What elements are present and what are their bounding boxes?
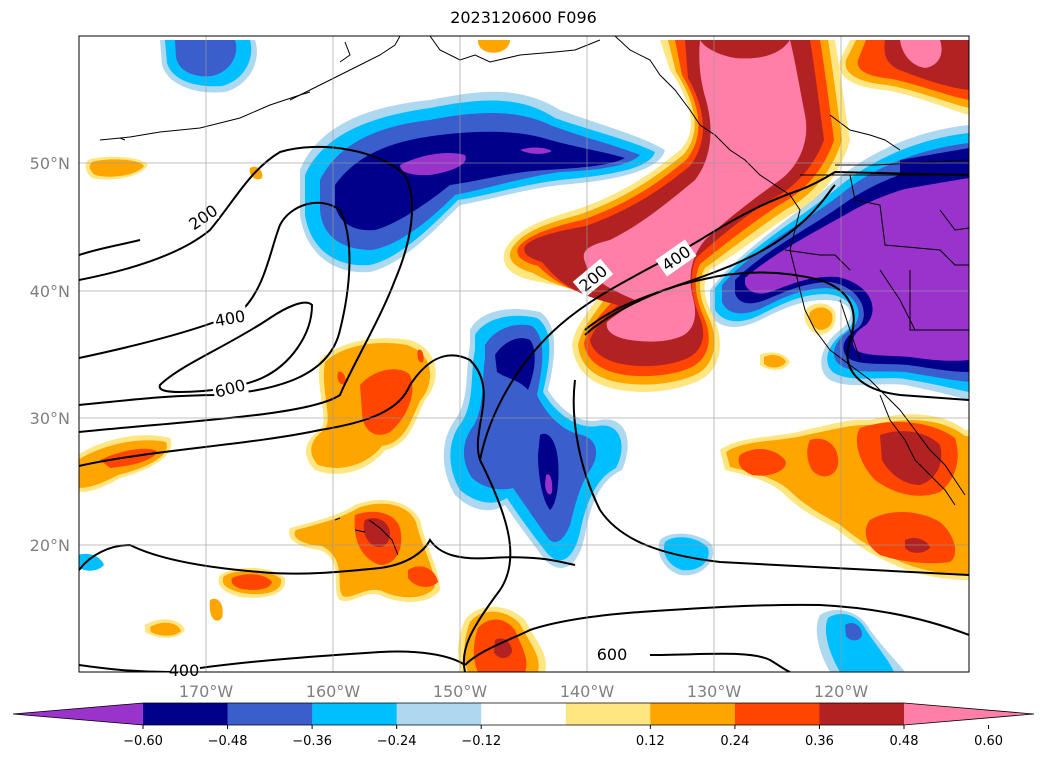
positive-anomaly-hawaii xyxy=(79,40,510,638)
colorbar-segment xyxy=(734,703,820,725)
colorbar-tick-label: 0.48 xyxy=(890,734,919,749)
contour-label: 400 xyxy=(169,661,200,680)
longitude-labels: 170°W 160°W 150°W 140°W 130°W 120°W xyxy=(179,682,869,701)
colorbar-tick-label: 0.36 xyxy=(805,734,834,749)
colorbar-tick-label: −0.60 xyxy=(123,734,163,749)
negative-anomaly-central-pacific xyxy=(443,309,628,568)
colorbar-tick-label: −0.48 xyxy=(208,734,248,749)
map-frame xyxy=(78,35,970,673)
gridlines xyxy=(79,36,969,672)
negative-anomaly-north-pacific xyxy=(300,91,665,273)
positive-anomaly-mexico xyxy=(720,303,969,580)
colorbar-extend-low xyxy=(13,703,143,725)
positive-anomaly-subtropical xyxy=(305,338,436,474)
colorbar-segment xyxy=(396,703,482,725)
lat-label: 20°N xyxy=(30,536,70,555)
lon-label: 120°W xyxy=(814,682,869,701)
colorbar-tick-label: −0.12 xyxy=(461,734,501,749)
positive-anomaly-canada xyxy=(839,40,969,115)
colorbar-segment xyxy=(650,703,736,725)
colorbar-extend-high xyxy=(904,703,1034,725)
lon-label: 150°W xyxy=(433,682,488,701)
lon-label: 130°W xyxy=(687,682,742,701)
colorbar: −0.60 −0.48 −0.36 −0.24 −0.12 0.12 0.24 0.36 0.4… xyxy=(12,702,1035,749)
lon-label: 170°W xyxy=(179,682,234,701)
colorbar-tick-label: 0.60 xyxy=(974,734,1003,749)
colorbar-tick-label: 0.12 xyxy=(636,734,665,749)
colorbar-segment xyxy=(565,703,651,725)
colorbar-tick-label: −0.24 xyxy=(377,734,417,749)
contour-label: 600 xyxy=(597,645,628,664)
colorbar-tick-label: −0.36 xyxy=(292,734,332,749)
colorbar-segment xyxy=(819,703,905,725)
map-title: 2023120600 F096 xyxy=(450,8,597,27)
latitude-labels: 50°N 40°N 30°N 20°N xyxy=(30,154,70,555)
lat-label: 50°N xyxy=(30,154,70,173)
colorbar-segment xyxy=(312,703,398,725)
colorbar-segment xyxy=(481,703,567,725)
negative-anomaly-east-tropical xyxy=(79,533,905,672)
colorbar-tick-label: 0.24 xyxy=(720,734,749,749)
colorbar-segment xyxy=(227,703,313,725)
colorbar-segment xyxy=(143,703,229,725)
lon-label: 140°W xyxy=(560,682,615,701)
lat-label: 30°N xyxy=(30,409,70,428)
lon-label: 160°W xyxy=(306,682,361,701)
lat-label: 40°N xyxy=(30,282,70,301)
